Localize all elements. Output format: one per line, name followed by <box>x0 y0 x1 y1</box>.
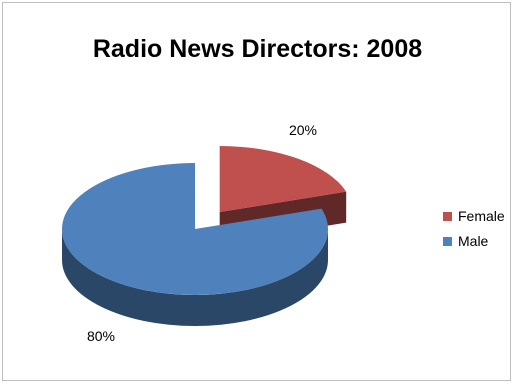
legend-item-male: Male <box>443 233 488 249</box>
pie-chart: 20% 80% <box>61 122 347 344</box>
data-label-female: 20% <box>289 122 317 138</box>
legend-label-male: Male <box>458 233 489 249</box>
data-label-male: 80% <box>87 328 115 344</box>
legend-swatch-female <box>443 211 452 221</box>
pie-top-male <box>61 163 329 296</box>
legend-label-female: Female <box>458 208 505 224</box>
chart-title: Radio News Directors: 2008 <box>92 35 423 63</box>
pie-side-male <box>62 229 328 326</box>
chart-area: Radio News Directors: 2008 20% 80% Female… <box>2 2 511 381</box>
pie-top-female <box>219 146 347 213</box>
legend-swatch-male <box>443 236 452 246</box>
pie-slice-male <box>61 163 329 326</box>
legend-item-female: Female <box>443 208 505 224</box>
